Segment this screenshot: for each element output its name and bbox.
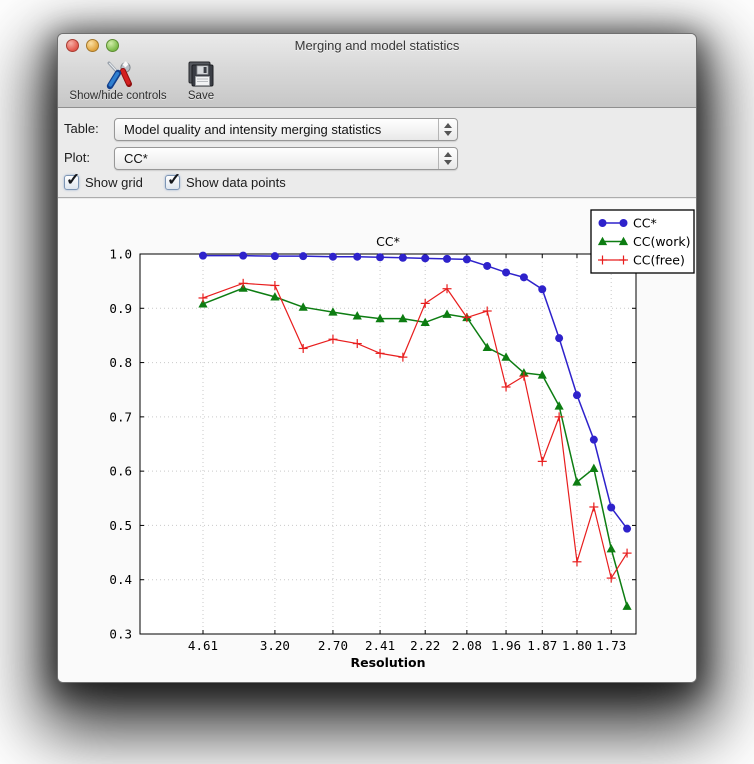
zoom-button[interactable] xyxy=(106,39,119,52)
save-floppy-icon xyxy=(185,59,217,91)
svg-text:CC(work): CC(work) xyxy=(633,234,690,249)
app-window: Merging and model statistics xyxy=(57,33,697,683)
svg-text:2.41: 2.41 xyxy=(365,638,395,653)
svg-text:CC*: CC* xyxy=(376,234,400,249)
svg-text:3.20: 3.20 xyxy=(260,638,290,653)
controls-panel: Table: Model quality and intensity mergi… xyxy=(58,108,696,198)
checkbox-box-icon: ✓ xyxy=(165,170,182,190)
toolbar: Show/hide controls Sa xyxy=(58,58,696,108)
svg-text:CC(free): CC(free) xyxy=(633,253,685,268)
minimize-button[interactable] xyxy=(86,39,99,52)
plot-select[interactable]: CC* xyxy=(114,147,458,170)
show-hide-controls-button[interactable]: Show/hide controls xyxy=(62,59,174,107)
popup-stepper-icon xyxy=(438,148,457,169)
popup-stepper-icon xyxy=(438,119,457,140)
plot-select-value: CC* xyxy=(124,151,148,166)
show-grid-checkbox[interactable]: ✓ Show grid xyxy=(64,170,143,190)
save-button[interactable]: Save xyxy=(176,59,226,107)
titlebar[interactable]: Merging and model statistics xyxy=(58,34,696,58)
table-label: Table: xyxy=(64,121,99,136)
svg-text:2.22: 2.22 xyxy=(410,638,440,653)
table-select-value: Model quality and intensity merging stat… xyxy=(124,122,382,137)
svg-text:1.73: 1.73 xyxy=(596,638,626,653)
svg-text:2.70: 2.70 xyxy=(318,638,348,653)
svg-text:0.6: 0.6 xyxy=(109,464,132,479)
svg-text:1.87: 1.87 xyxy=(527,638,557,653)
plot-label: Plot: xyxy=(64,150,91,165)
svg-text:2.08: 2.08 xyxy=(452,638,482,653)
show-data-points-label: Show data points xyxy=(186,175,286,190)
svg-text:1.80: 1.80 xyxy=(562,638,592,653)
checkbox-box-icon: ✓ xyxy=(64,170,81,190)
show-hide-controls-label: Show/hide controls xyxy=(69,90,167,102)
show-data-points-checkbox[interactable]: ✓ Show data points xyxy=(165,170,286,190)
svg-text:1.0: 1.0 xyxy=(109,247,132,262)
tools-icon xyxy=(102,59,134,91)
table-select[interactable]: Model quality and intensity merging stat… xyxy=(114,118,458,141)
svg-text:0.5: 0.5 xyxy=(109,518,132,533)
close-button[interactable] xyxy=(66,39,79,52)
window-title: Merging and model statistics xyxy=(294,38,460,53)
svg-text:0.8: 0.8 xyxy=(109,355,132,370)
svg-text:0.4: 0.4 xyxy=(109,572,132,587)
svg-text:4.61: 4.61 xyxy=(188,638,218,653)
window-header: Merging and model statistics xyxy=(58,34,696,108)
svg-text:0.7: 0.7 xyxy=(109,409,132,424)
show-grid-label: Show grid xyxy=(85,175,143,190)
plot-figure: 1.0 0.9 0.8 0.7 0.6 0.5 0.4 0.3 4.61 3.20 2.70 2.41… xyxy=(58,199,696,682)
svg-text:0.9: 0.9 xyxy=(109,301,132,316)
save-label: Save xyxy=(187,90,215,102)
svg-text:Resolution: Resolution xyxy=(350,655,425,670)
svg-text:1.96: 1.96 xyxy=(491,638,521,653)
svg-text:CC*: CC* xyxy=(633,216,657,231)
svg-text:0.3: 0.3 xyxy=(109,627,132,642)
plot-canvas: 1.0 0.9 0.8 0.7 0.6 0.5 0.4 0.3 4.61 3.20 2.70 2.41… xyxy=(109,209,695,670)
